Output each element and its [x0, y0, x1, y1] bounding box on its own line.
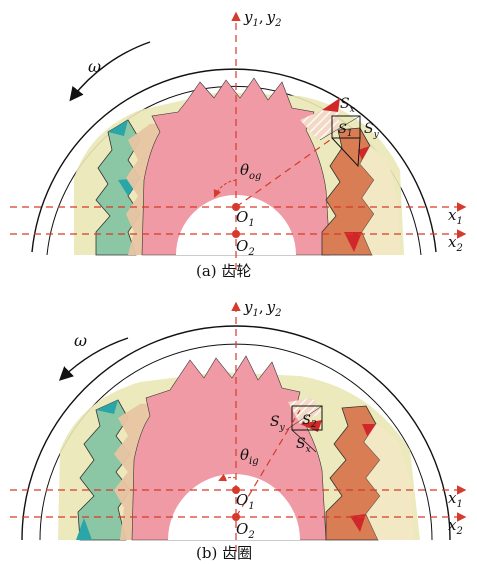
theta-radius-line — [235, 139, 331, 208]
panel-a: y1, y2 x1 x2 ω θog O1 O2 Sx S1 Sy (a) 齿轮 — [10, 8, 467, 280]
theta-label: θig — [240, 446, 259, 467]
theta-arc — [218, 473, 237, 482]
o1-label: O1 — [236, 208, 255, 229]
x1-axis-label: x1 — [448, 206, 463, 227]
sy-label: Sy — [270, 414, 286, 433]
omega-label: ω — [74, 331, 87, 350]
theta-radius-line — [235, 409, 301, 518]
s2-label: S2 — [302, 413, 317, 430]
o2-point — [232, 230, 240, 238]
x2-axis-label: x2 — [448, 233, 463, 254]
sx-label: Sx — [340, 96, 355, 115]
o2-label: O2 — [236, 237, 255, 258]
s-area-construction — [285, 405, 323, 453]
o2-point — [232, 513, 240, 521]
x1-axis-label: x1 — [448, 489, 463, 510]
planet-teeth-left — [95, 119, 141, 256]
caption-b: (b) 齿圈 — [196, 544, 252, 562]
planet-light-right — [360, 146, 400, 255]
sx-label: Sx — [296, 436, 311, 455]
s1-label: S1 — [338, 122, 353, 139]
theta-label: θog — [240, 161, 261, 182]
sun-gear-body — [141, 77, 331, 256]
o1-point — [232, 486, 240, 494]
planet-teeth-left — [76, 399, 131, 541]
o1-point — [232, 203, 240, 211]
o2-label: O2 — [236, 520, 255, 541]
caption-a: (a) 齿轮 — [196, 262, 251, 280]
planet-teeth-right — [288, 398, 381, 541]
sy-label: Sy — [364, 121, 380, 140]
y-axis-label: y1, y2 — [243, 8, 282, 29]
o1-label: O1 — [236, 491, 255, 512]
panel-b: y1, y2 x1 x2 ω θig O1 O2 Sy S2 Sx (b) 齿圈 — [10, 298, 467, 562]
theta-arc — [213, 179, 237, 198]
omega-label: ω — [88, 57, 101, 76]
omega-arrow — [58, 337, 129, 381]
s-area-construction — [319, 115, 361, 168]
gear-bore — [176, 195, 296, 255]
y-axis-label: y1, y2 — [243, 298, 282, 319]
x2-axis-label: x2 — [448, 516, 463, 537]
omega-arrow — [69, 41, 151, 102]
planet-light-right — [364, 424, 414, 540]
